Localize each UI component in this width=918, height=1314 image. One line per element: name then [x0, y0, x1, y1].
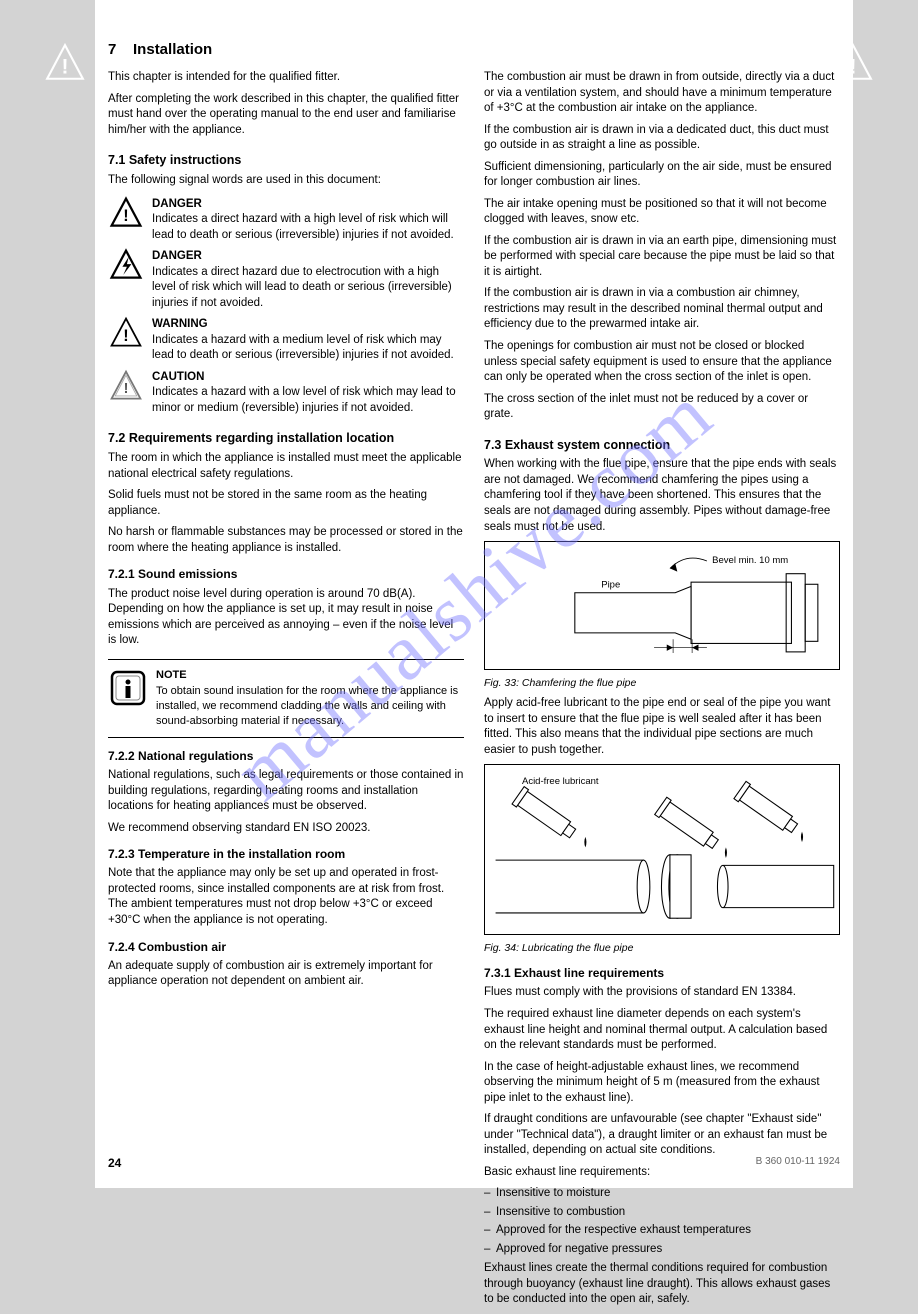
p-722-2: We recommend observing standard EN ISO 2… [108, 821, 464, 837]
p-r5: If the combustion air is drawn in via an… [484, 234, 840, 281]
warning-icon: ! [108, 315, 144, 351]
svg-text:!: ! [124, 381, 129, 397]
note-text-block: NOTE To obtain sound insulation for the … [156, 668, 464, 729]
signal-warning-text: WARNING Indicates a hazard with a medium… [152, 315, 464, 364]
intro-para-2: After completing the work described in t… [108, 92, 464, 139]
section-title: Installation [133, 41, 212, 58]
danger-icon: ! [108, 195, 144, 231]
signal-danger-text: DANGER Indicates a direct hazard with a … [152, 195, 464, 244]
p-r4: The air intake opening must be positione… [484, 197, 840, 228]
signal-words-intro: The following signal words are used in t… [108, 173, 464, 189]
p-r6: If the combustion air is drawn in via a … [484, 286, 840, 333]
req-item: Insensitive to combustion [484, 1205, 840, 1221]
p-721-2: Solid fuels must not be stored in the sa… [108, 488, 464, 519]
info-icon [108, 668, 148, 708]
left-column: This chapter is intended for the qualifi… [108, 70, 464, 1314]
right-column: The combustion air must be drawn in from… [484, 70, 840, 1314]
p-731-2: The required exhaust line diameter depen… [484, 1007, 840, 1054]
signal-danger-row: ! DANGER Indicates a direct hazard with … [108, 195, 464, 244]
heading-7-2: 7.2 Requirements regarding installation … [108, 430, 464, 447]
warning-desc: Indicates a hazard with a medium level o… [152, 334, 454, 362]
fig33-bevel-label: Bevel min. 10 mm [712, 555, 788, 566]
page-footer: 24 B 360 010-11 1924 [108, 1156, 840, 1170]
section-number: 7 [108, 41, 116, 58]
heading-7-2-4: 7.2.4 Combustion air [108, 939, 464, 955]
doc-id: B 360 010-11 1924 [756, 1156, 840, 1170]
danger-elec-label: DANGER [152, 250, 202, 262]
signal-danger-elec-row: DANGER Indicates a direct hazard due to … [108, 247, 464, 311]
warning-label: WARNING [152, 318, 208, 330]
note-box: NOTE To obtain sound insulation for the … [108, 659, 464, 738]
heading-7-3: 7.3 Exhaust system connection [484, 437, 840, 454]
p-731-6: Exhaust lines create the thermal conditi… [484, 1261, 840, 1308]
svg-text:!: ! [62, 56, 69, 79]
caution-desc: Indicates a hazard with a low level of r… [152, 386, 456, 414]
page-number: 24 [108, 1156, 121, 1170]
signal-caution-row: ! CAUTION Indicates a hazard with a low … [108, 368, 464, 417]
p-73-1: When working with the flue pipe, ensure … [484, 457, 840, 535]
fig34-lube-label: Acid-free lubricant [522, 776, 599, 787]
p-r7: The openings for combustion air must not… [484, 339, 840, 386]
svg-text:!: ! [123, 327, 128, 345]
fig34-caption: Fig. 34: Lubricating the flue pipe [484, 941, 840, 955]
heading-7-3-1: 7.3.1 Exhaust line requirements [484, 965, 840, 981]
danger-electric-icon [108, 247, 144, 283]
p-723-1: Note that the appliance may only be set … [108, 866, 464, 928]
heading-7-2-1: 7.2.1 Sound emissions [108, 566, 464, 582]
p-r8: The cross section of the inlet must not … [484, 392, 840, 423]
signal-danger-elec-text: DANGER Indicates a direct hazard due to … [152, 247, 464, 311]
section-heading: 7 Installation [108, 40, 840, 60]
note-label: NOTE [156, 668, 464, 683]
p-r1: The combustion air must be drawn in from… [484, 70, 840, 117]
req-item: Approved for the respective exhaust temp… [484, 1223, 840, 1239]
figure-33: Pipe Bevel min. 10 mm [484, 541, 840, 670]
signal-caution-text: CAUTION Indicates a hazard with a low le… [152, 368, 464, 417]
req-item: Insensitive to moisture [484, 1186, 840, 1202]
caution-label: CAUTION [152, 371, 204, 383]
req-item: Approved for negative pressures [484, 1242, 840, 1258]
danger-desc: Indicates a direct hazard with a high le… [152, 213, 454, 241]
requirements-list: Insensitive to moisture Insensitive to c… [484, 1186, 840, 1257]
page-container: manualshive.com 7 Installation This chap… [95, 0, 853, 1188]
danger-label: DANGER [152, 198, 202, 210]
heading-7-2-2: 7.2.2 National regulations [108, 748, 464, 764]
danger-elec-desc: Indicates a direct hazard due to electro… [152, 266, 452, 309]
p-721-3: No harsh or flammable substances may be … [108, 525, 464, 556]
signal-warning-row: ! WARNING Indicates a hazard with a medi… [108, 315, 464, 364]
figure-34: Acid-free lubricant [484, 764, 840, 935]
p-sound-1: The product noise level during operation… [108, 587, 464, 649]
p-73-2: Apply acid-free lubricant to the pipe en… [484, 696, 840, 758]
heading-7-1: 7.1 Safety instructions [108, 152, 464, 169]
caution-icon: ! [108, 368, 144, 404]
p-722-1: National regulations, such as legal requ… [108, 768, 464, 815]
fig33-pipe-label: Pipe [601, 579, 620, 590]
content-area: 7 Installation This chapter is intended … [108, 40, 840, 1314]
p-731-3: In the case of height-adjustable exhaust… [484, 1060, 840, 1107]
p-731-4: If draught conditions are unfavourable (… [484, 1112, 840, 1159]
svg-text:!: ! [123, 207, 128, 225]
note-body: To obtain sound insulation for the room … [156, 685, 458, 727]
p-731-1: Flues must comply with the provisions of… [484, 985, 840, 1001]
p-724-1: An adequate supply of combustion air is … [108, 959, 464, 990]
p-r2: If the combustion air is drawn in via a … [484, 123, 840, 154]
p-721-1: The room in which the appliance is insta… [108, 451, 464, 482]
p-r3: Sufficient dimensioning, particularly on… [484, 160, 840, 191]
fig33-caption: Fig. 33: Chamfering the flue pipe [484, 676, 840, 690]
heading-7-2-3: 7.2.3 Temperature in the installation ro… [108, 846, 464, 862]
intro-para-1: This chapter is intended for the qualifi… [108, 70, 464, 86]
margin-warning-icon-left: ! [44, 42, 86, 84]
